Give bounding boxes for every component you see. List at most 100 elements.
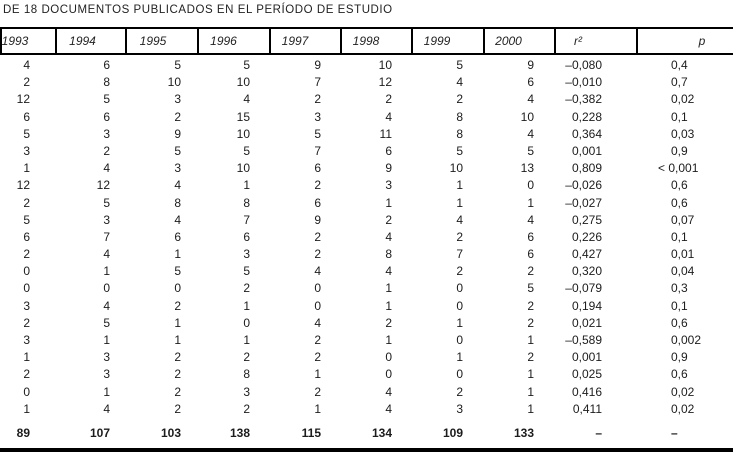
table-cell: 4	[23, 58, 30, 72]
table-cell: 0,320	[571, 264, 602, 279]
table-cell: 3	[103, 350, 110, 365]
table-cell: 0	[23, 281, 30, 296]
table-cell: 1	[314, 401, 321, 416]
table-row: 1 3 2 2 2 0 1 2 0,001 0,9	[0, 349, 733, 366]
table-cell: 1	[385, 195, 392, 210]
table-cell: –0,080	[565, 58, 602, 72]
header-cell-p: p	[638, 27, 733, 55]
table-cell: 11	[379, 126, 392, 141]
table-cell: 0	[23, 384, 30, 399]
table-cell: 0,02	[671, 384, 695, 399]
table-cell: –0,026	[565, 178, 602, 193]
table-cell: 2	[314, 178, 321, 193]
table-row: 5 3 4 7 9 2 4 4 0,275 0,07	[0, 212, 733, 229]
table-cell: 6	[385, 143, 392, 158]
table-row: 2 5 1 0 4 2 1 2 0,021 0,6	[0, 315, 733, 332]
table-cell: 2	[174, 367, 181, 382]
header-cell-1999: 1999	[413, 27, 485, 55]
table-cell: 2	[314, 229, 321, 244]
table-cell: 5	[243, 264, 250, 279]
table-cell: 0,04	[671, 264, 695, 279]
table-cell: 1	[527, 195, 534, 210]
table-cell: 5	[243, 58, 250, 72]
table-cell: 9	[314, 58, 321, 72]
table-cell: 10	[236, 161, 250, 176]
table-cell: 0,03	[671, 126, 695, 141]
table-cell: 8	[103, 75, 110, 90]
table-cell: 5	[314, 126, 321, 141]
table-cell: 5	[103, 315, 110, 330]
table-cell: 0	[243, 315, 250, 330]
table-cell: 1	[527, 401, 534, 416]
table-cell: 2	[174, 384, 181, 399]
table-cell: 3	[174, 161, 181, 176]
table-row: 12 5 3 4 2 2 2 4 –0,382 0,02	[0, 91, 733, 108]
table-cell: 9	[527, 58, 534, 72]
table-cell: 1	[174, 333, 181, 347]
table-cell: 0,6	[671, 178, 688, 193]
bottom-rule	[0, 448, 733, 452]
table-cell: 5	[174, 143, 181, 158]
table-cell: 7	[314, 143, 321, 158]
table-cell: 10	[520, 109, 534, 124]
table-cell: 3	[456, 401, 463, 416]
table-cell: 1	[385, 281, 392, 296]
table-cell: 10	[449, 161, 463, 176]
table-cell: –0,010	[565, 75, 602, 90]
table-cell: 4	[527, 92, 534, 107]
table-cell: 1	[243, 333, 250, 347]
table-cell: 1	[23, 401, 30, 416]
table-cell: 10	[378, 58, 392, 72]
table-cell: 0,6	[671, 315, 688, 330]
table-cell: 2	[314, 247, 321, 262]
totals-cell: 109	[442, 426, 463, 440]
table-cell: 1	[527, 333, 534, 347]
table-cell: < 0,001	[658, 161, 699, 176]
table-cell: 0	[23, 264, 30, 279]
table-cell: 2	[23, 195, 30, 210]
table-cell: 1	[174, 247, 181, 262]
table-cell: 6	[23, 229, 30, 244]
table-row: 6 7 6 6 2 4 2 6 0,226 0,1	[0, 229, 733, 246]
table-cell: 12	[16, 92, 30, 107]
table-cell: 0,6	[671, 367, 688, 382]
totals-cell: –	[671, 426, 678, 440]
table-cell: 2	[385, 212, 392, 227]
table-cell: 2	[527, 298, 534, 313]
table-cell: 0	[456, 333, 463, 347]
table-totals-row: 89 107 103 138 115 134 109 133 – –	[0, 424, 733, 443]
totals-cell: 133	[513, 426, 534, 440]
table-cell: 2	[385, 92, 392, 107]
table-row: 2 4 1 3 2 8 7 6 0,427 0,01	[0, 246, 733, 263]
table-cell: 2	[314, 333, 321, 347]
table-cell: 6	[103, 58, 110, 72]
table-cell: 4	[385, 229, 392, 244]
table-cell: 0,021	[571, 315, 602, 330]
table-cell: 2	[174, 401, 181, 416]
table-cell: 4	[527, 126, 534, 141]
table-cell: 5	[23, 126, 30, 141]
table-cell: 1	[103, 264, 110, 279]
table-cell: 1	[23, 350, 30, 365]
table-row: 3 2 5 5 7 6 5 5 0,001 0,9	[0, 143, 733, 160]
table-cell: –0,382	[565, 92, 602, 107]
table-cell: 8	[174, 195, 181, 210]
table-cell: 0	[174, 281, 181, 296]
table-cell: 0,1	[671, 229, 688, 244]
totals-cell: –	[595, 426, 602, 440]
table-cell: 1	[527, 384, 534, 399]
table-row: 12 12 4 1 2 3 1 0 –0,026 0,6	[0, 177, 733, 194]
table-cell: 4	[174, 178, 181, 193]
table-cell: 0,194	[571, 298, 602, 313]
table-cell: 0	[527, 178, 534, 193]
header-cell-2000: 2000	[485, 27, 556, 55]
table-cell: 0,025	[571, 367, 602, 382]
table-cell: 2	[527, 315, 534, 330]
table-cell: 2	[23, 75, 30, 90]
table-cell: 2	[314, 350, 321, 365]
table-cell: 0,427	[571, 247, 602, 262]
table-cell: 0,364	[571, 126, 602, 141]
table-cell: 2	[23, 315, 30, 330]
table-cell: 10	[167, 75, 181, 90]
table-cell: 2	[527, 350, 534, 365]
